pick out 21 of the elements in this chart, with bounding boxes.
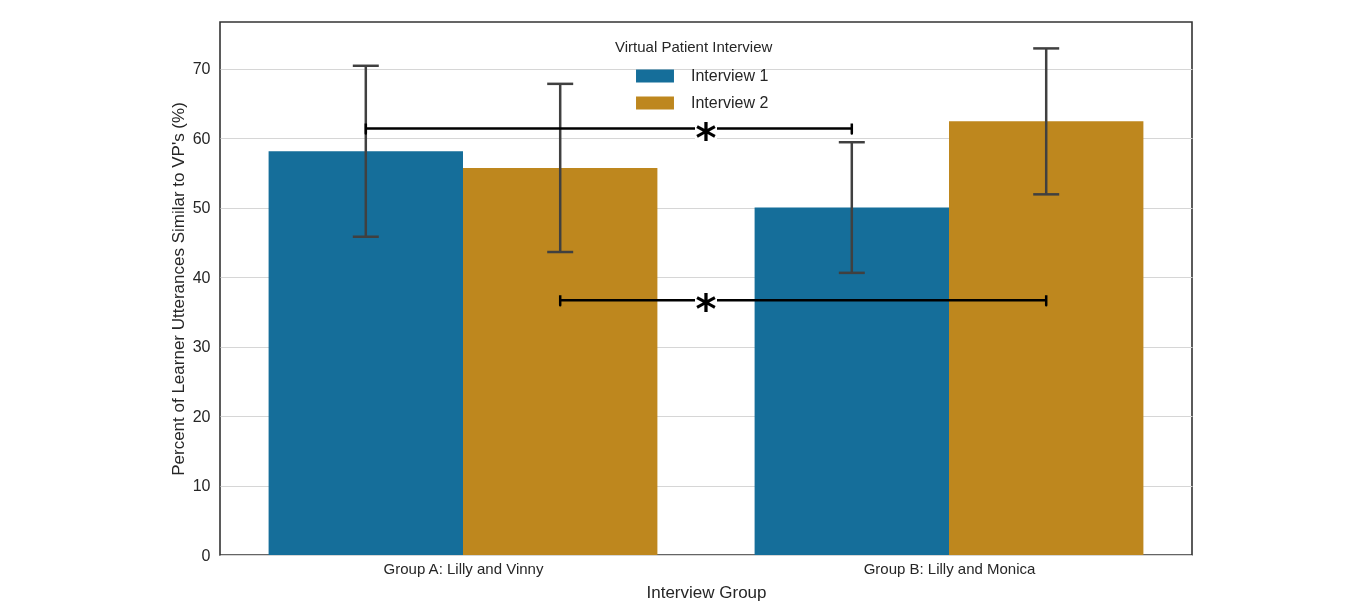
y-tick-label: 70 — [192, 60, 211, 78]
x-axis-title: Interview Group — [646, 582, 767, 602]
y-axis-title: Percent of Learner Utterances Similar to VP's (%) — [168, 102, 188, 476]
x-tick-label: Group B: Lilly and Monica — [863, 559, 1037, 577]
y-tick-label: 30 — [192, 338, 211, 356]
bar — [463, 167, 658, 555]
y-tick-label: 50 — [192, 199, 211, 217]
annotation: * — [695, 286, 717, 333]
bar — [949, 121, 1144, 555]
legend-label: Interview 2 — [691, 94, 769, 111]
legend-label: Interview 1 — [691, 67, 769, 84]
y-tick-label: 0 — [201, 546, 211, 564]
x-tick-label: Group A: Lilly and Vinny — [383, 559, 544, 577]
annotation: * — [695, 114, 717, 161]
y-tick-label: 20 — [192, 407, 211, 425]
y-tick-label: 60 — [192, 129, 211, 147]
bar — [754, 207, 949, 555]
legend-title: Virtual Patient Interview — [615, 38, 773, 55]
y-tick-label: 10 — [192, 477, 211, 495]
bar — [268, 151, 463, 555]
y-tick-label: 40 — [192, 268, 211, 286]
